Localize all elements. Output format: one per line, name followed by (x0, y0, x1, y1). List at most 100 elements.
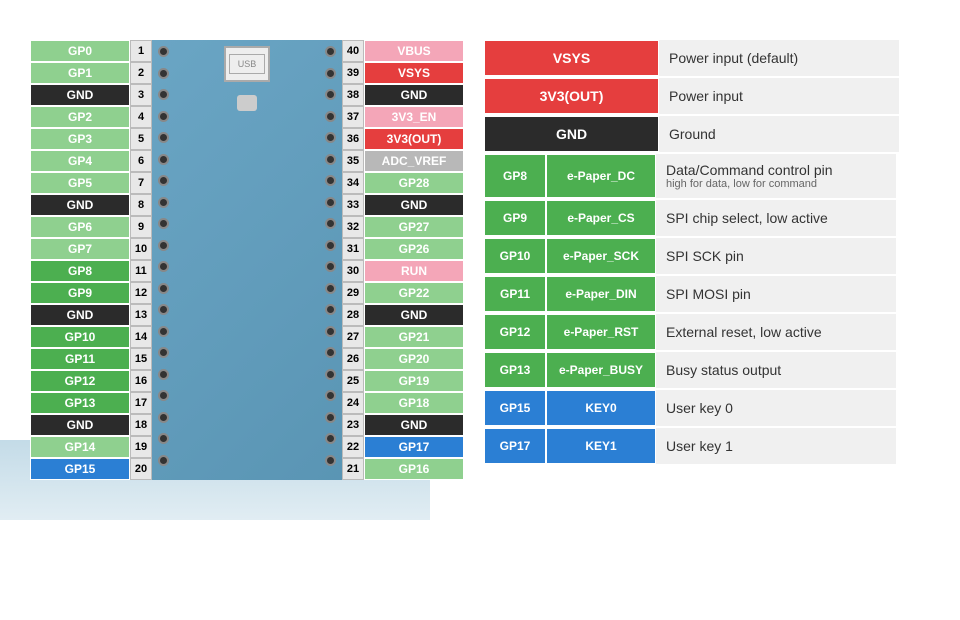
pin-hole (325, 197, 336, 208)
pin-label: GND (30, 194, 130, 216)
pin-row: GP46 (30, 150, 152, 172)
legend-function: e-Paper_DC (546, 154, 656, 198)
pin-number: 30 (342, 260, 364, 282)
pin-number: 39 (342, 62, 364, 84)
legend-table: VSYSPower input (default)3V3(OUT)Power i… (484, 40, 899, 480)
pin-number: 15 (130, 348, 152, 370)
pin-number: 8 (130, 194, 152, 216)
pinout-section: GP01GP12GND3GP24GP35GP46GP57GND8GP69GP71… (30, 40, 464, 480)
legend-description: User key 0 (656, 390, 896, 426)
pin-hole (158, 154, 169, 165)
pin-number: 22 (342, 436, 364, 458)
pin-label: GP5 (30, 172, 130, 194)
pin-row: GP1014 (30, 326, 152, 348)
legend-row: GP11e-Paper_DINSPI MOSI pin (484, 276, 899, 312)
pin-row: 40VBUS (342, 40, 464, 62)
pin-row: 27GP21 (342, 326, 464, 348)
legend-function: e-Paper_RST (546, 314, 656, 350)
legend-row: GP10e-Paper_SCKSPI SCK pin (484, 238, 899, 274)
usb-connector: USB (224, 46, 270, 82)
legend-description: Data/Command control pinhigh for data, l… (656, 154, 896, 198)
legend-description: External reset, low active (656, 314, 896, 350)
pin-label: GP15 (30, 458, 130, 480)
pin-label: GP7 (30, 238, 130, 260)
pin-number: 11 (130, 260, 152, 282)
pin-label: GP28 (364, 172, 464, 194)
pin-number: 28 (342, 304, 364, 326)
pin-label: GP13 (30, 392, 130, 414)
pin-number: 10 (130, 238, 152, 260)
pin-label: GND (364, 414, 464, 436)
pin-hole (325, 455, 336, 466)
pin-label: GP20 (364, 348, 464, 370)
legend-description: SPI chip select, low active (656, 200, 896, 236)
pin-number: 23 (342, 414, 364, 436)
pin-hole (325, 261, 336, 272)
pin-row: GP24 (30, 106, 152, 128)
pin-label: GP21 (364, 326, 464, 348)
pin-number: 19 (130, 436, 152, 458)
pin-hole (158, 218, 169, 229)
legend-description: SPI SCK pin (656, 238, 896, 274)
pin-hole (325, 240, 336, 251)
pin-hole (325, 89, 336, 100)
legend-chip: GP15 (484, 390, 546, 426)
legend-chip: GP9 (484, 200, 546, 236)
legend-chip: GP13 (484, 352, 546, 388)
pin-label: GP16 (364, 458, 464, 480)
pin-row: 23GND (342, 414, 464, 436)
legend-function: e-Paper_DIN (546, 276, 656, 312)
pin-row: 363V3(OUT) (342, 128, 464, 150)
pin-row: 373V3_EN (342, 106, 464, 128)
pin-label: GP11 (30, 348, 130, 370)
pin-row: 22GP17 (342, 436, 464, 458)
legend-row: GP9e-Paper_CSSPI chip select, low active (484, 200, 899, 236)
pin-row: 39VSYS (342, 62, 464, 84)
pin-number: 33 (342, 194, 364, 216)
legend-description: Power input (default) (659, 40, 899, 76)
pin-number: 21 (342, 458, 364, 480)
pin-label: 3V3(OUT) (364, 128, 464, 150)
pin-label: GP18 (364, 392, 464, 414)
pin-hole (158, 433, 169, 444)
pin-hole (158, 304, 169, 315)
legend-function: KEY0 (546, 390, 656, 426)
pin-holes-left (158, 46, 169, 466)
pin-row: GND13 (30, 304, 152, 326)
pin-hole (325, 111, 336, 122)
pin-number: 26 (342, 348, 364, 370)
pico-board: USB (152, 40, 342, 480)
pin-row: 32GP27 (342, 216, 464, 238)
pin-label: GP8 (30, 260, 130, 282)
pin-number: 38 (342, 84, 364, 106)
left-pin-column: GP01GP12GND3GP24GP35GP46GP57GND8GP69GP71… (30, 40, 152, 480)
pin-hole (158, 197, 169, 208)
pin-row: GP12 (30, 62, 152, 84)
pin-row: GP811 (30, 260, 152, 282)
pin-number: 20 (130, 458, 152, 480)
pin-row: GP912 (30, 282, 152, 304)
pin-number: 2 (130, 62, 152, 84)
pin-label: ADC_VREF (364, 150, 464, 172)
pin-row: 34GP28 (342, 172, 464, 194)
pin-row: 29GP22 (342, 282, 464, 304)
pin-row: GP1115 (30, 348, 152, 370)
pin-label: GND (30, 84, 130, 106)
legend-chip: 3V3(OUT) (484, 78, 659, 114)
pin-number: 36 (342, 128, 364, 150)
pin-number: 32 (342, 216, 364, 238)
pin-row: GND3 (30, 84, 152, 106)
pin-label: GND (364, 194, 464, 216)
pin-hole (325, 175, 336, 186)
pin-hole (158, 369, 169, 380)
pin-label: GP22 (364, 282, 464, 304)
legend-function: e-Paper_CS (546, 200, 656, 236)
pin-row: 33GND (342, 194, 464, 216)
pin-row: GP710 (30, 238, 152, 260)
pin-number: 24 (342, 392, 364, 414)
legend-description: Busy status output (656, 352, 896, 388)
pin-row: GP35 (30, 128, 152, 150)
usb-label: USB (229, 54, 265, 74)
pin-number: 40 (342, 40, 364, 62)
pin-label: VBUS (364, 40, 464, 62)
